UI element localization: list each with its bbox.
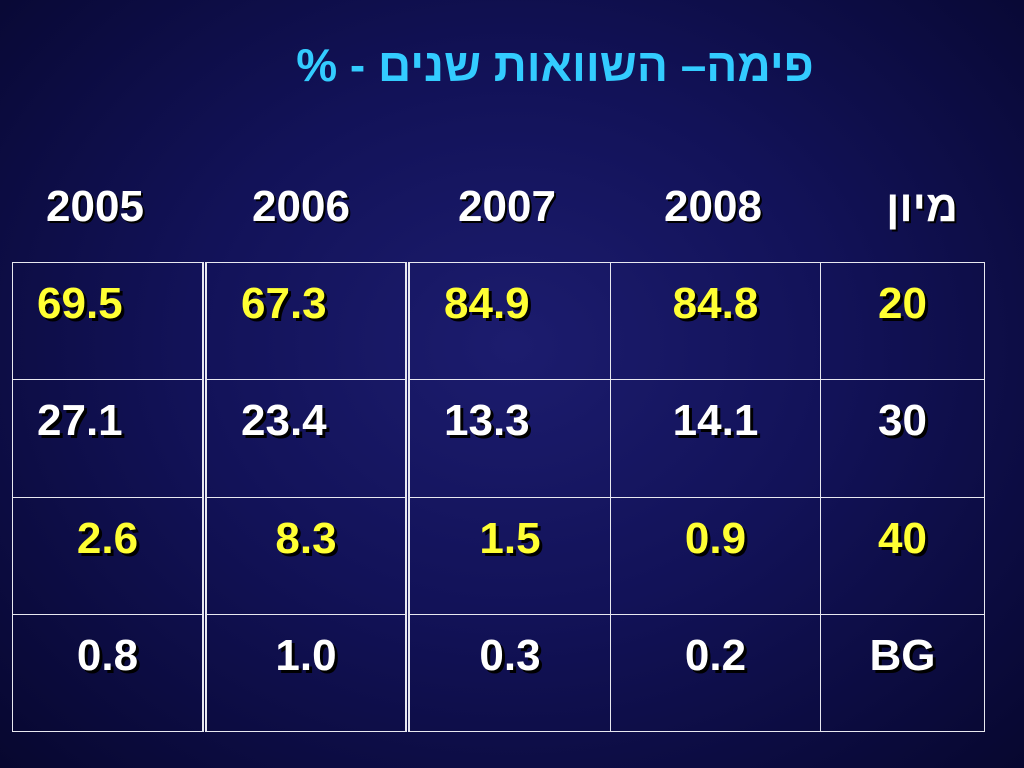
table-row: 0.8 1.0 0.3 0.2 BG: [12, 613, 985, 733]
cell-value: 67.3: [241, 279, 327, 328]
header-2007: 2007: [458, 182, 556, 231]
cell-sort: 20: [820, 261, 985, 381]
cell-2005: 69.5: [12, 261, 207, 381]
cell-2007: 1.5: [407, 496, 611, 615]
cell-value: 8.3: [275, 513, 337, 563]
cell-2008: 14.1: [610, 379, 821, 498]
cell-2006: 8.3: [204, 496, 410, 615]
cell-2007: 13.3: [407, 379, 611, 498]
cell-2006: 23.4: [204, 379, 410, 498]
cell-value: 14.1: [672, 396, 759, 446]
cell-value: 23.4: [241, 396, 327, 446]
cell-value: 69.5: [37, 279, 123, 328]
cell-value: 27.1: [37, 396, 123, 446]
cell-2008: 84.8: [610, 261, 821, 381]
cell-value: 0.2: [684, 630, 747, 680]
cell-2006: 1.0: [204, 613, 410, 733]
header-2008: 2008: [664, 182, 762, 231]
table-row: 2.6 8.3 1.5 0.9 40: [12, 496, 985, 615]
cell-sort: 40: [820, 496, 985, 615]
cell-2008: 0.2: [610, 613, 821, 733]
cell-value: 1.5: [479, 513, 541, 563]
table-row: 27.1 23.4 13.3 14.1 30: [12, 379, 985, 498]
cell-value: 84.8: [672, 279, 759, 328]
cell-2006: 67.3: [204, 261, 410, 381]
cell-value: 40: [878, 513, 927, 563]
cell-value: 13.3: [444, 396, 530, 446]
cell-value: 0.3: [479, 630, 541, 680]
slide-title: פימה– השוואות שנים - %: [296, 39, 814, 91]
cell-sort: 30: [820, 379, 985, 498]
cell-value: 1.0: [275, 630, 337, 680]
header-2005: 2005: [46, 182, 144, 231]
cell-2005: 0.8: [12, 613, 207, 733]
cell-2007: 0.3: [407, 613, 611, 733]
cell-2005: 2.6: [12, 496, 207, 615]
header-sort: מיון: [886, 182, 958, 231]
cell-value: 0.8: [76, 630, 139, 680]
cell-value: BG: [869, 630, 936, 680]
cell-value: 30: [878, 396, 927, 446]
cell-2008: 0.9: [610, 496, 821, 615]
table-header-row: 2005 2006 2007 2008 מיון: [0, 182, 1024, 242]
cell-sort: BG: [820, 613, 985, 733]
cell-value: 84.9: [444, 279, 530, 328]
cell-value: 2.6: [76, 513, 139, 563]
comparison-table: 69.5 67.3 84.9 84.8 20 27.1 23.4 13.3 14…: [12, 261, 985, 733]
cell-value: 0.9: [684, 513, 747, 563]
cell-value: 20: [878, 279, 927, 328]
cell-2005: 27.1: [12, 379, 207, 498]
cell-2007: 84.9: [407, 261, 611, 381]
table-row: 69.5 67.3 84.9 84.8 20: [12, 261, 985, 381]
header-2006: 2006: [252, 182, 350, 231]
